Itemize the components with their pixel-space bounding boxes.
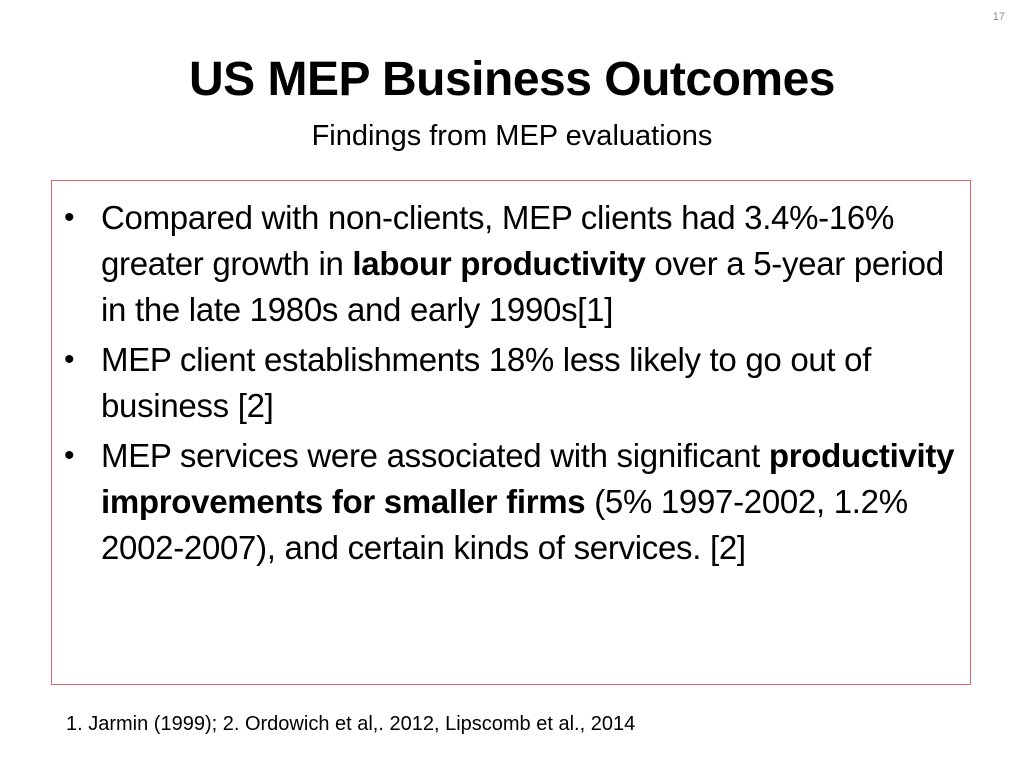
bullet-emphasis: labour productivity [352, 245, 646, 282]
bullet-text-end: over a 5-year period in the late 1980s a… [101, 245, 944, 328]
bullet-text-end: (5% 1997-2002, 1.2% 2002-2007), and cert… [101, 483, 908, 566]
bullet-emphasis: productivity improvements for smaller fi… [101, 437, 955, 520]
slide-number: 17 [992, 11, 1005, 23]
content-box: • Compared with non-clients, MEP clients… [51, 180, 971, 685]
bullet-icon: • [64, 439, 75, 472]
slide-subtitle: Findings from MEP evaluations [311, 120, 713, 152]
slide-title: US MEP Business Outcomes [189, 53, 835, 106]
bullet-icon: • [64, 343, 75, 376]
bullet-item: • MEP services were associated with sign… [52, 433, 960, 571]
bullet-text: MEP client establishments 18% less likel… [101, 341, 872, 424]
bullet-icon: • [64, 201, 75, 234]
bullet-item: • MEP client establishments 18% less lik… [52, 337, 960, 429]
bullet-text: MEP services were associated with signif… [101, 437, 769, 474]
bullet-item: • Compared with non-clients, MEP clients… [52, 195, 960, 333]
bullet-text: Compared with non-clients, MEP clients h… [101, 199, 894, 282]
footnote: 1. Jarmin (1999); 2. Ordowich et al,. 20… [66, 713, 636, 735]
bullet-list: • Compared with non-clients, MEP clients… [52, 181, 970, 571]
